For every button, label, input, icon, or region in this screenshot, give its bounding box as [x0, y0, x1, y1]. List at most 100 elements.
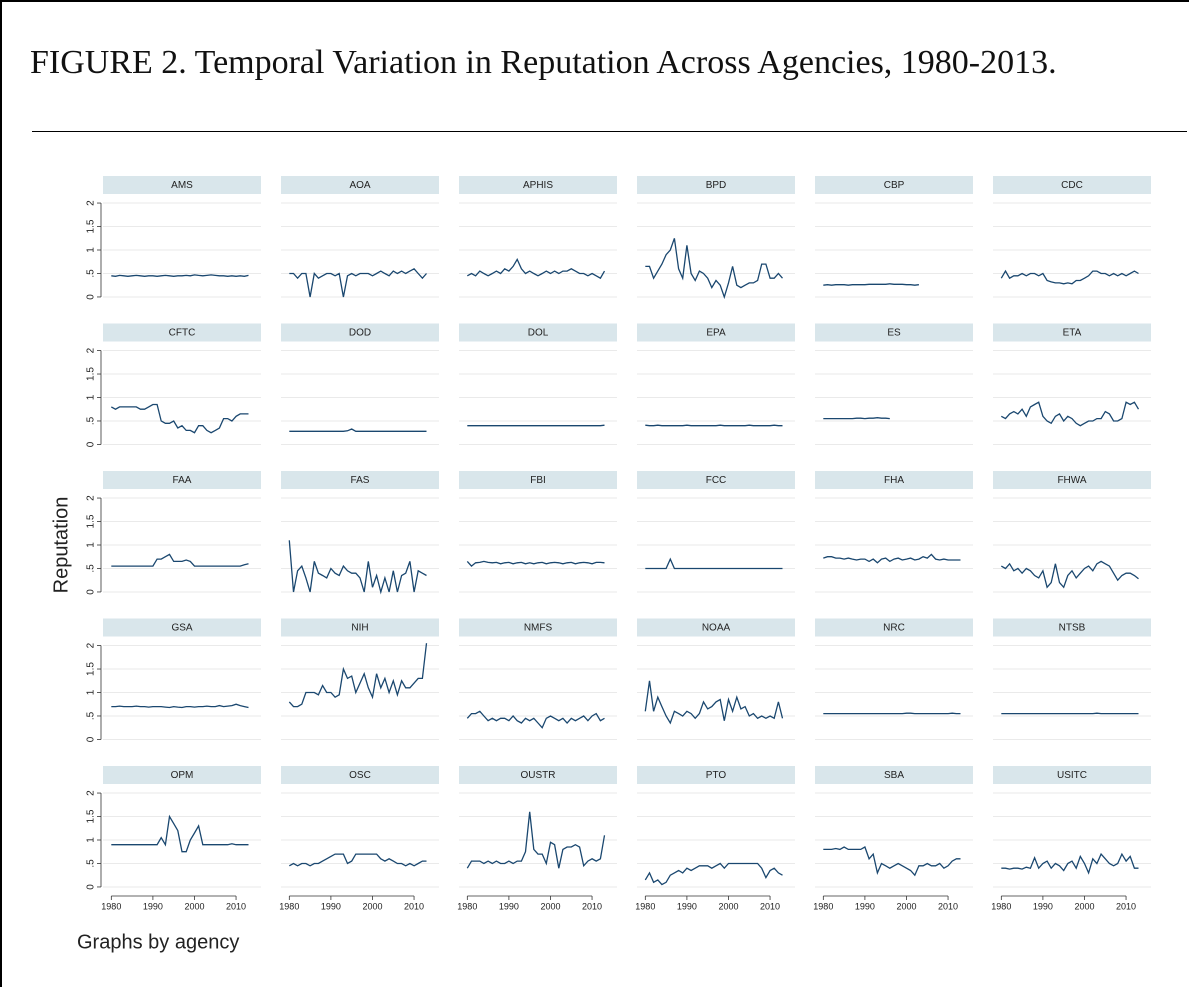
panel-title: NMFS — [524, 623, 553, 634]
panel-header — [815, 323, 973, 342]
panel-title: FBI — [530, 475, 546, 486]
panel-title: OPM — [171, 770, 194, 781]
panel-header — [459, 471, 617, 489]
panel-header — [103, 766, 261, 784]
panel-header — [103, 323, 261, 342]
panel-header — [281, 176, 439, 194]
x-tick-label: 1980 — [991, 901, 1011, 911]
y-tick-label: 0 — [86, 589, 97, 595]
y-tick-label: .5 — [86, 416, 97, 425]
series-line — [645, 238, 783, 300]
panel-title: APHIS — [523, 180, 553, 191]
y-tick-label: 0 — [86, 441, 97, 447]
series-line — [823, 417, 890, 420]
panel-header — [103, 176, 261, 194]
panel-header — [993, 766, 1151, 784]
x-tick-label: 1980 — [279, 901, 299, 911]
panel-title: PTO — [706, 770, 727, 781]
x-tick-label: 1990 — [143, 901, 163, 911]
series-line — [1001, 852, 1139, 875]
panel-title: FHWA — [1057, 475, 1086, 486]
x-tick-label: 1990 — [677, 901, 697, 911]
panel-header — [993, 323, 1151, 342]
panel-header — [637, 471, 795, 489]
y-tick-label: 0 — [86, 736, 97, 742]
panel-title: SBA — [884, 770, 904, 781]
panel-header — [103, 618, 261, 637]
y-axis-label: Reputation — [50, 497, 72, 594]
y-tick-label: 1 — [86, 247, 97, 253]
panel-header — [281, 323, 439, 342]
series-line — [111, 703, 249, 709]
panel-title: CBP — [884, 180, 905, 191]
panel-header — [281, 471, 439, 489]
panel-header — [281, 766, 439, 784]
panel-title: OUSTR — [521, 770, 556, 781]
x-tick-label: 1980 — [635, 901, 655, 911]
panel-title: AOA — [349, 180, 370, 191]
y-tick-label: 1.5 — [86, 219, 97, 233]
x-tick-label: 2010 — [582, 901, 602, 911]
series-line — [110, 403, 249, 434]
series-line — [1000, 269, 1139, 285]
panel-title: OSC — [349, 770, 371, 781]
x-tick-label: 2010 — [226, 901, 246, 911]
panel-title: USITC — [1057, 770, 1087, 781]
panel-header — [637, 618, 795, 637]
panel-title: CDC — [1061, 180, 1083, 191]
y-tick-label: 2 — [86, 347, 97, 353]
x-tick-label: 1980 — [457, 901, 477, 911]
y-tick-label: 0 — [86, 294, 97, 300]
y-tick-label: 2 — [86, 495, 97, 501]
y-tick-label: .5 — [86, 859, 97, 868]
series-line — [823, 846, 961, 877]
x-tick-label: 2000 — [184, 901, 204, 911]
x-tick-label: 2010 — [404, 901, 424, 911]
panel-title: FAA — [173, 475, 192, 486]
series-line — [288, 643, 428, 708]
panel-title: GSA — [171, 623, 192, 634]
figure-title: FIGURE 2. Temporal Variation in Reputati… — [30, 44, 1057, 81]
series-line — [111, 274, 249, 277]
y-tick-label: 1 — [86, 837, 97, 843]
panel-title: BPD — [706, 180, 727, 191]
y-tick-label: .5 — [86, 711, 97, 720]
series-line — [288, 540, 427, 595]
y-tick-label: 1.5 — [86, 367, 97, 381]
series-line — [466, 257, 606, 280]
x-tick-label: 2000 — [1074, 901, 1094, 911]
panel-header — [637, 323, 795, 342]
y-tick-label: 1.5 — [86, 514, 97, 528]
series-line — [111, 553, 249, 567]
note: Graphs by agency — [77, 931, 239, 953]
panel-header — [993, 471, 1151, 489]
panel-title: ES — [887, 328, 901, 339]
panel-title: DOL — [528, 328, 549, 339]
y-tick-label: 2 — [86, 200, 97, 206]
y-tick-label: 1 — [86, 542, 97, 548]
x-tick-label: 2000 — [896, 901, 916, 911]
x-tick-label: 2000 — [718, 901, 738, 911]
series-line — [288, 853, 427, 867]
panel-header — [993, 176, 1151, 194]
panel-header — [815, 618, 973, 637]
y-tick-label: 1 — [86, 394, 97, 400]
y-tick-label: 2 — [86, 790, 97, 796]
panel-header — [281, 618, 439, 637]
series-line — [644, 680, 784, 725]
x-tick-label: 1980 — [101, 901, 121, 911]
x-tick-label: 2010 — [1116, 901, 1136, 911]
y-tick-label: 1.5 — [86, 662, 97, 676]
series-line — [1000, 401, 1140, 427]
panel-header — [459, 766, 617, 784]
series-line — [645, 424, 783, 427]
series-line — [645, 557, 783, 570]
panel-header — [993, 618, 1151, 637]
x-tick-label: 1990 — [499, 901, 519, 911]
x-tick-label: 2010 — [938, 901, 958, 911]
panel-title: FHA — [884, 475, 904, 486]
panel-title: CFTC — [169, 328, 196, 339]
panel-header — [103, 471, 261, 489]
